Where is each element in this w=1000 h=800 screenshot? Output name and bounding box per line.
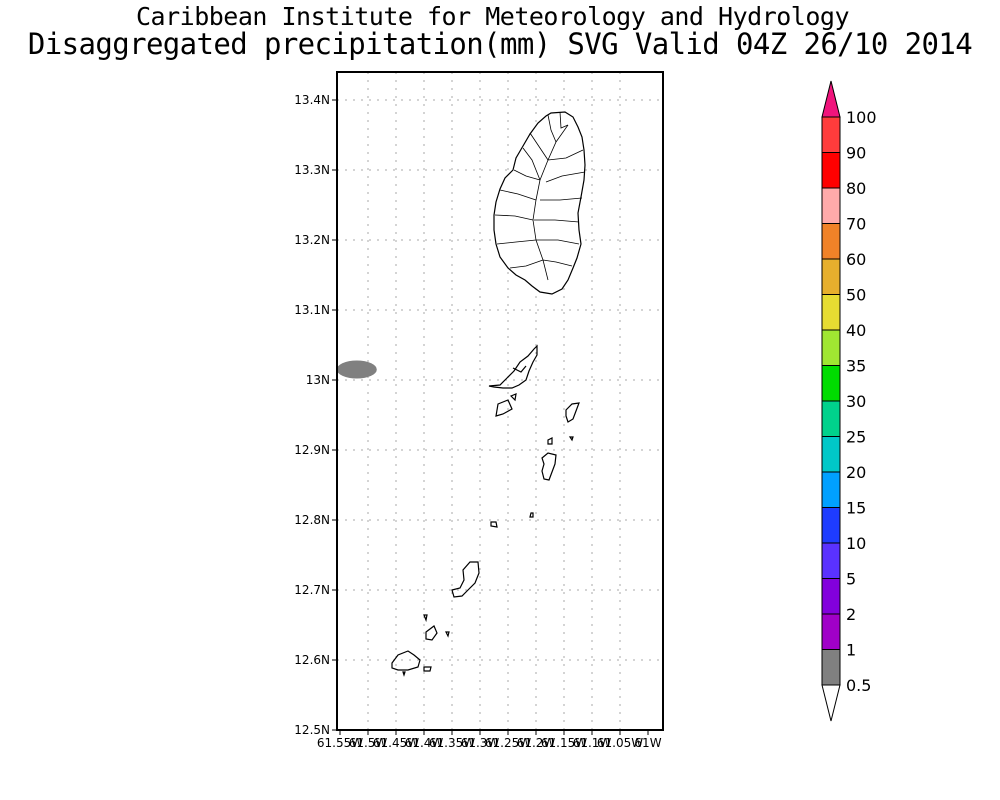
rain-cell-0-5mm (337, 360, 377, 379)
lon-tick-label: 61.5W (349, 736, 388, 750)
legend-label: 50 (846, 286, 866, 305)
lon-tick-label: 61.45W (373, 736, 419, 750)
lat-tick-label: 12.5N (294, 723, 330, 737)
legend-bin (821, 542, 841, 579)
longitude-axis: 61.55W61.5W61.45W61.4W61.35W61.3W61.25W6… (317, 730, 662, 750)
legend-label: 90 (846, 144, 866, 163)
legend-label: 15 (846, 499, 866, 518)
lon-tick-label: 61.4W (405, 736, 444, 750)
lon-tick-label: 61.15W (541, 736, 587, 750)
legend-label: 20 (846, 463, 866, 482)
map-subtitle: Disaggregated precipitation(mm) SVG Vali… (27, 27, 973, 61)
island-saint-vincent (493, 111, 586, 295)
island-canouan (529, 437, 557, 518)
legend-bin (821, 436, 841, 473)
legend-label: 100 (846, 108, 877, 127)
lon-tick-label: 61.05W (597, 736, 643, 750)
legend-under-triangle (821, 684, 841, 722)
legend-bin (821, 152, 841, 189)
legend-bin (821, 223, 841, 260)
lat-tick-label: 13.2N (294, 233, 330, 247)
lon-tick-label: 61W (634, 736, 661, 750)
island-union-island (391, 561, 480, 677)
legend-bin (821, 365, 841, 402)
lat-tick-label: 13.4N (294, 93, 330, 107)
legend-bin (821, 400, 841, 437)
legend-label: 5 (846, 570, 856, 589)
lat-tick-label: 12.8N (294, 513, 330, 527)
legend-bin (821, 294, 841, 331)
legend-label: 40 (846, 321, 866, 340)
legend-label: 60 (846, 250, 866, 269)
legend-bin (821, 187, 841, 224)
legend-bin (821, 329, 841, 366)
legend-bin (821, 507, 841, 544)
lat-tick-label: 13N (306, 373, 330, 387)
legend-bin (821, 613, 841, 650)
lat-tick-label: 13.1N (294, 303, 330, 317)
legend-label: 70 (846, 215, 866, 234)
legend-label: 30 (846, 392, 866, 411)
legend-bin (821, 258, 841, 295)
island-mustique (565, 402, 580, 442)
legend-bin (821, 116, 841, 153)
latitude-axis: 12.5N 12.6N 12.7N 12.8N 12.9N 13N 13.1N 13.2N 13… (294, 93, 337, 737)
lat-tick-label: 12.7N (294, 583, 330, 597)
legend-bin (821, 649, 841, 686)
legend-over-triangle (821, 80, 841, 118)
lon-tick-label: 61.55W (317, 736, 363, 750)
lat-tick-label: 12.9N (294, 443, 330, 457)
lon-tick-label: 61.25W (485, 736, 531, 750)
legend-label: 80 (846, 179, 866, 198)
map-title: Caribbean Institute for Meteorology and … (135, 2, 850, 31)
lat-tick-label: 13.3N (294, 163, 330, 177)
legend-label: 35 (846, 357, 866, 376)
island-bequia (488, 344, 538, 417)
lon-tick-label: 61.35W (429, 736, 475, 750)
legend-label: 10 (846, 534, 866, 553)
grid-lines (337, 72, 663, 730)
legend-label: 1 (846, 641, 856, 660)
legend-bin (821, 578, 841, 615)
legend-label: 2 (846, 605, 856, 624)
lon-tick-label: 61.1W (573, 736, 612, 750)
lat-tick-label: 12.6N (294, 653, 330, 667)
legend-label: 25 (846, 428, 866, 447)
legend-bin (821, 471, 841, 508)
lon-tick-label: 61.2W (517, 736, 556, 750)
plot-frame (336, 71, 664, 731)
island-mayreau (423, 521, 498, 638)
lon-tick-label: 61.3W (461, 736, 500, 750)
legend-label: 0.5 (846, 676, 871, 695)
